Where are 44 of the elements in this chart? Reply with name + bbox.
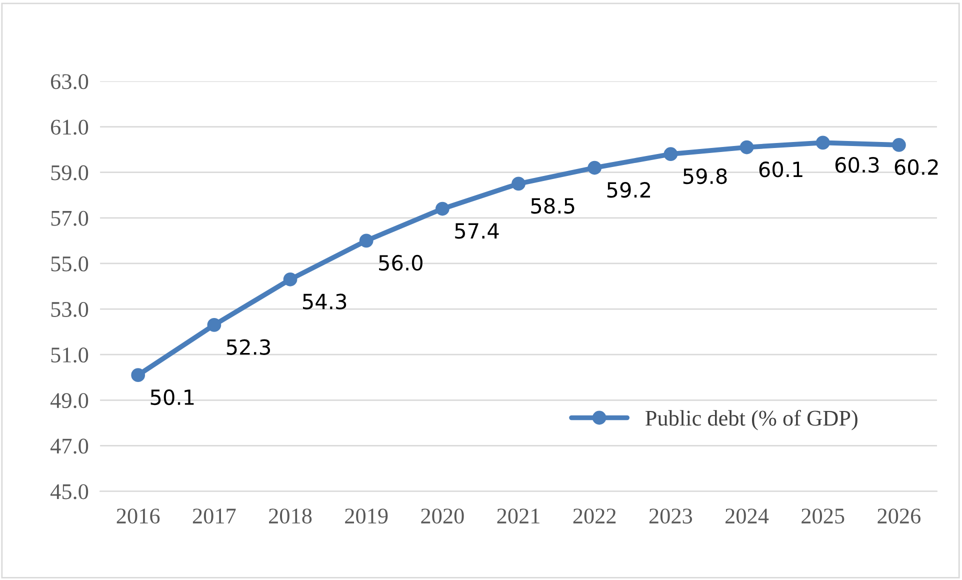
point bbox=[207, 318, 222, 332]
y-tick-label: 45.0 bbox=[50, 484, 88, 500]
y-tick-label: 61.0 bbox=[51, 120, 88, 135]
x-tick-label: 2025 bbox=[802, 508, 844, 524]
x-tick-label: 2018 bbox=[269, 508, 312, 524]
x-tick-label: 2020 bbox=[421, 508, 464, 524]
data-label: 60.1 bbox=[759, 162, 802, 178]
point bbox=[131, 368, 146, 382]
data-label: 57.4 bbox=[455, 223, 499, 239]
data-label: 59.2 bbox=[607, 182, 650, 198]
point bbox=[359, 234, 374, 248]
y-tick-label: 53.0 bbox=[51, 302, 88, 318]
data-label: 52.3 bbox=[226, 339, 270, 355]
y-tick-label: 63.0 bbox=[51, 74, 88, 90]
y-tick-label: 49.0 bbox=[50, 393, 88, 408]
x-tick-label: 2026 bbox=[878, 508, 921, 524]
data-label: 50.1 bbox=[150, 389, 194, 406]
data-label: 60.2 bbox=[894, 159, 938, 175]
point bbox=[588, 160, 602, 175]
y-tick-label: 51.0 bbox=[51, 348, 88, 363]
y-tick-label: 59.0 bbox=[51, 165, 88, 180]
legend-label: Public debt (% of GDP) bbox=[645, 410, 858, 430]
data-label: 58.5 bbox=[531, 198, 574, 214]
x-tick-label: 2023 bbox=[649, 508, 692, 524]
y-tick-label: 57.0 bbox=[51, 210, 88, 226]
point bbox=[435, 202, 450, 216]
point bbox=[892, 138, 906, 152]
data-label: 54.3 bbox=[302, 294, 346, 310]
data-label: 60.3 bbox=[835, 156, 879, 173]
x-tick-label: 2019 bbox=[345, 508, 388, 524]
point bbox=[664, 147, 678, 162]
point bbox=[816, 136, 830, 150]
x-tick-label: 2022 bbox=[573, 508, 616, 524]
y-tick-label: 47.0 bbox=[50, 438, 88, 454]
y-tick-label: 55.0 bbox=[51, 256, 88, 272]
data-label: 56.0 bbox=[379, 254, 422, 271]
point bbox=[740, 140, 754, 154]
x-tick-label: 2017 bbox=[192, 508, 236, 524]
x-tick-label: 2024 bbox=[726, 508, 769, 524]
point bbox=[512, 176, 526, 191]
point bbox=[283, 272, 298, 286]
x-tick-label: 2021 bbox=[497, 508, 540, 524]
data-label: 59.8 bbox=[683, 168, 727, 184]
x-tick-label: 2016 bbox=[116, 508, 160, 524]
